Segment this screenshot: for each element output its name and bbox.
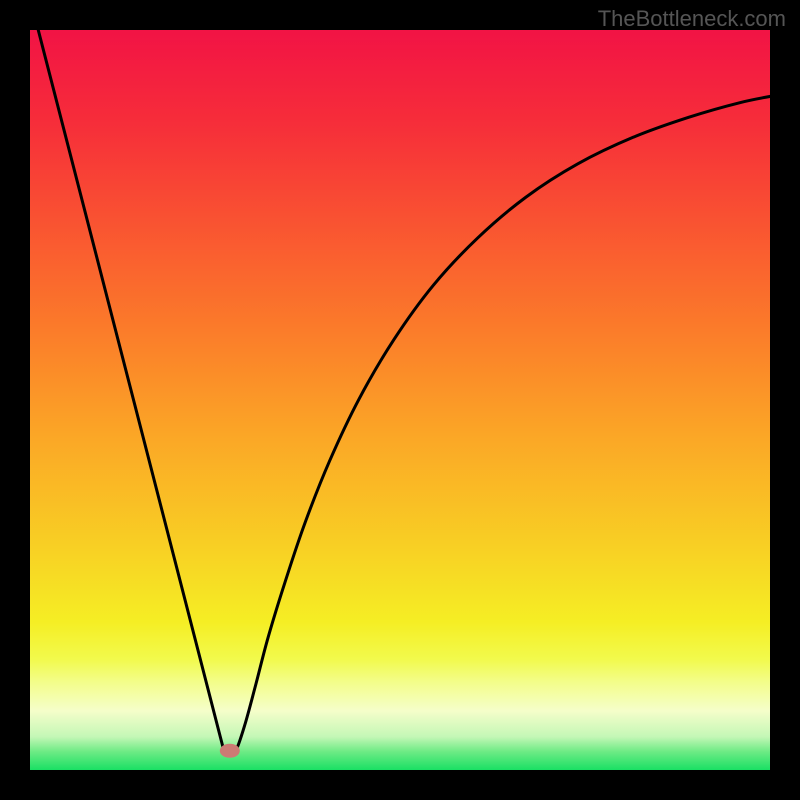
plot-area — [30, 30, 770, 770]
watermark-text: TheBottleneck.com — [598, 6, 786, 32]
chart-frame: TheBottleneck.com — [0, 0, 800, 800]
optimum-marker — [220, 744, 240, 758]
gradient-background — [30, 30, 770, 770]
chart-svg — [30, 30, 770, 770]
